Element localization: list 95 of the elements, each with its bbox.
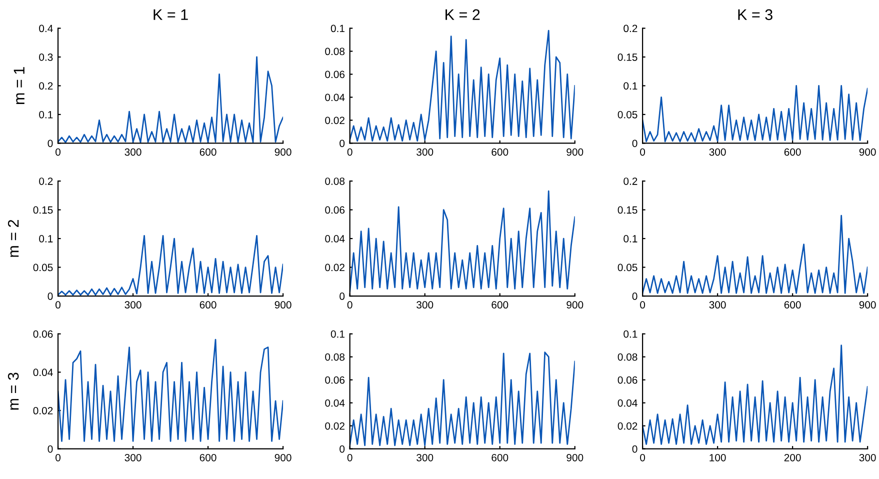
x-tick-label: 200 (784, 454, 801, 462)
x-tick-label: 300 (416, 148, 434, 156)
x-tick-label: 900 (566, 148, 584, 156)
chart-title: K = 1 (154, 9, 188, 20)
x-tick-label: 900 (566, 301, 584, 309)
y-tick-label: 0.15 (618, 206, 638, 214)
x-tick-label: 900 (859, 148, 876, 156)
y-tick-label: 0.2 (624, 178, 638, 185)
line-series (350, 352, 575, 446)
x-tick-label: 0 (56, 454, 61, 462)
y-tick-label: 0.1 (624, 82, 638, 90)
x-tick-label: 0 (56, 148, 61, 156)
line-series (642, 214, 868, 294)
y-tick-label: 0.06 (325, 206, 345, 214)
y-tick-label: 0.04 (618, 399, 638, 407)
y-tick-label: 0.2 (39, 178, 53, 185)
chart-title: K = 3 (738, 9, 772, 20)
x-tick-label: 300 (416, 454, 434, 462)
y-tick-label: 0.05 (33, 264, 53, 272)
x-tick-label: 600 (200, 301, 216, 309)
x-tick-label: 300 (124, 148, 142, 156)
y-tick-label: 0.04 (33, 368, 53, 376)
line-series (350, 30, 575, 142)
line-series (642, 344, 868, 445)
y-tick-label: 0.05 (618, 264, 638, 272)
x-tick-label: 900 (274, 454, 292, 462)
y-tick-label: 0.3 (39, 54, 53, 61)
y-tick-label: 0.4 (39, 24, 53, 32)
x-tick-label: 300 (709, 301, 726, 309)
y-tick-label: 0 (48, 292, 53, 300)
y-tick-label: 0.02 (325, 422, 344, 430)
y-tick-label: 0 (340, 445, 345, 453)
y-tick-label: 0.06 (33, 330, 53, 338)
x-tick-label: 600 (492, 301, 508, 309)
x-tick-label: 600 (200, 148, 216, 156)
y-tick-label: 0 (48, 140, 53, 148)
x-tick-label: 900 (274, 148, 292, 156)
y-axis-title: m = 1 (14, 67, 24, 104)
x-tick-label: 900 (274, 301, 292, 309)
x-tick-label: 600 (492, 454, 508, 462)
y-tick-label: 0.08 (325, 48, 345, 56)
x-tick-label: 0 (347, 148, 352, 156)
y-tick-label: 0 (632, 292, 638, 300)
line-series (58, 338, 284, 442)
x-tick-label: 900 (859, 301, 876, 309)
y-tick-label: 0.02 (325, 116, 344, 124)
y-axis-title: m = 3 (8, 372, 19, 410)
y-tick-label: 0.04 (325, 235, 345, 242)
y-tick-label: 0.04 (325, 94, 345, 102)
x-tick-label: 300 (124, 301, 142, 309)
x-tick-label: 300 (124, 454, 142, 462)
y-tick-label: 0 (632, 140, 638, 148)
y-tick-label: 0.04 (325, 399, 345, 407)
x-tick-label: 300 (709, 148, 726, 156)
chart-title: K = 2 (446, 9, 480, 20)
x-tick-label: 600 (200, 454, 216, 462)
y-tick-label: 0.02 (618, 422, 638, 430)
y-tick-label: 0 (340, 140, 345, 148)
x-tick-label: 600 (784, 148, 801, 156)
x-tick-label: 0 (347, 301, 352, 309)
x-tick-label: 600 (784, 301, 801, 309)
y-tick-label: 0 (48, 445, 53, 453)
y-axis-title: m = 2 (8, 220, 19, 257)
y-tick-label: 0.1 (624, 235, 638, 242)
x-tick-label: 0 (640, 301, 646, 309)
y-tick-label: 0.2 (624, 24, 638, 32)
y-tick-label: 0.08 (618, 353, 638, 361)
y-tick-label: 0.15 (618, 54, 638, 61)
x-tick-label: 300 (416, 301, 434, 309)
y-tick-label: 0.06 (618, 376, 638, 384)
y-tick-label: 0.06 (325, 70, 345, 78)
x-tick-label: 0 (640, 454, 646, 462)
y-tick-label: 0.2 (39, 82, 53, 90)
x-tick-label: 900 (566, 454, 584, 462)
y-tick-label: 0.1 (330, 24, 344, 32)
x-tick-label: 600 (492, 148, 508, 156)
x-tick-label: 100 (710, 454, 726, 462)
y-tick-label: 0.02 (325, 264, 344, 272)
y-tick-label: 0.1 (624, 330, 638, 338)
y-tick-label: 0.02 (33, 407, 53, 414)
x-tick-label: 0 (347, 454, 352, 462)
y-tick-label: 0 (632, 445, 638, 453)
y-tick-label: 0.1 (330, 330, 344, 338)
line-series (350, 190, 575, 292)
y-tick-label: 0.1 (39, 110, 53, 118)
y-tick-label: 0.05 (618, 110, 638, 118)
y-tick-label: 0.06 (325, 376, 345, 384)
y-tick-label: 0.08 (325, 353, 345, 361)
y-tick-label: 0.08 (325, 178, 345, 185)
y-tick-label: 0.15 (33, 206, 53, 214)
x-tick-label: 0 (640, 148, 646, 156)
y-tick-label: 0.1 (39, 235, 53, 242)
x-tick-label: 0 (56, 301, 61, 309)
y-tick-label: 0 (340, 292, 345, 300)
x-tick-label: 300 (859, 454, 876, 462)
